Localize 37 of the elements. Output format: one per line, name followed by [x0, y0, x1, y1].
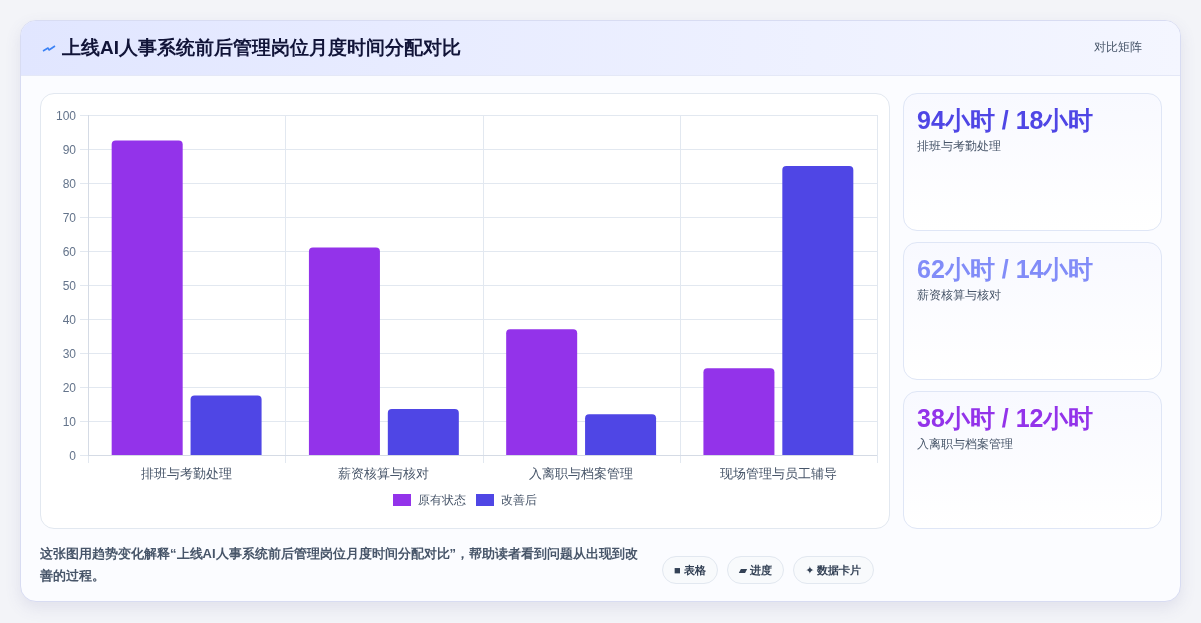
- bar: [506, 329, 578, 455]
- y-tick-label: 0: [69, 448, 77, 463]
- text: ▰ 进度: [726, 556, 785, 584]
- x-tick-label: 入离职与档案管理: [529, 466, 634, 481]
- text: 薪资核算与核对: [917, 287, 1001, 303]
- legend-label: 改善后: [501, 493, 537, 507]
- text: ✦ 数据卡片: [793, 556, 874, 584]
- bar: [387, 409, 459, 455]
- bar: [782, 166, 854, 455]
- y-tick-label: 40: [62, 312, 77, 327]
- text: 94小时 / 18小时: [917, 105, 1094, 136]
- text: 排班与考勤处理: [917, 138, 1001, 154]
- y-tick-label: 60: [62, 244, 77, 259]
- y-tick-label: 10: [62, 414, 77, 429]
- y-tick-label: 90: [62, 142, 77, 157]
- chart-title: 上线AI人事系统前后管理岗位月度时间分配对比: [62, 36, 461, 60]
- x-tick-label: 薪资核算与核对: [338, 466, 430, 481]
- text: 这张图用趋势变化解释“上线AI人事系统前后管理岗位月度时间分配对比”，帮助读者看到问题从出现到改善的过程。: [40, 545, 639, 585]
- legend-label: 原有状态: [418, 493, 466, 507]
- bar: [190, 395, 262, 455]
- y-tick-label: 100: [55, 108, 77, 123]
- bar: [308, 247, 380, 455]
- text: 38小时 / 12小时: [917, 403, 1094, 434]
- y-tick-label: 80: [62, 176, 77, 191]
- text: 对比矩阵: [1094, 39, 1142, 55]
- y-tick-label: 70: [62, 210, 77, 225]
- y-tick-label: 20: [62, 380, 77, 395]
- y-tick-label: 30: [62, 346, 77, 361]
- text: ■ 表格: [662, 556, 718, 584]
- text: 入离职与档案管理: [917, 436, 1013, 452]
- text: 62小时 / 14小时: [917, 254, 1094, 285]
- y-tick-label: 50: [62, 278, 77, 293]
- bar: [703, 368, 775, 455]
- bar: [585, 414, 657, 455]
- x-tick-label: 排班与考勤处理: [141, 466, 233, 481]
- bar: [111, 140, 183, 455]
- x-tick-label: 现场管理与员工辅导: [719, 466, 837, 481]
